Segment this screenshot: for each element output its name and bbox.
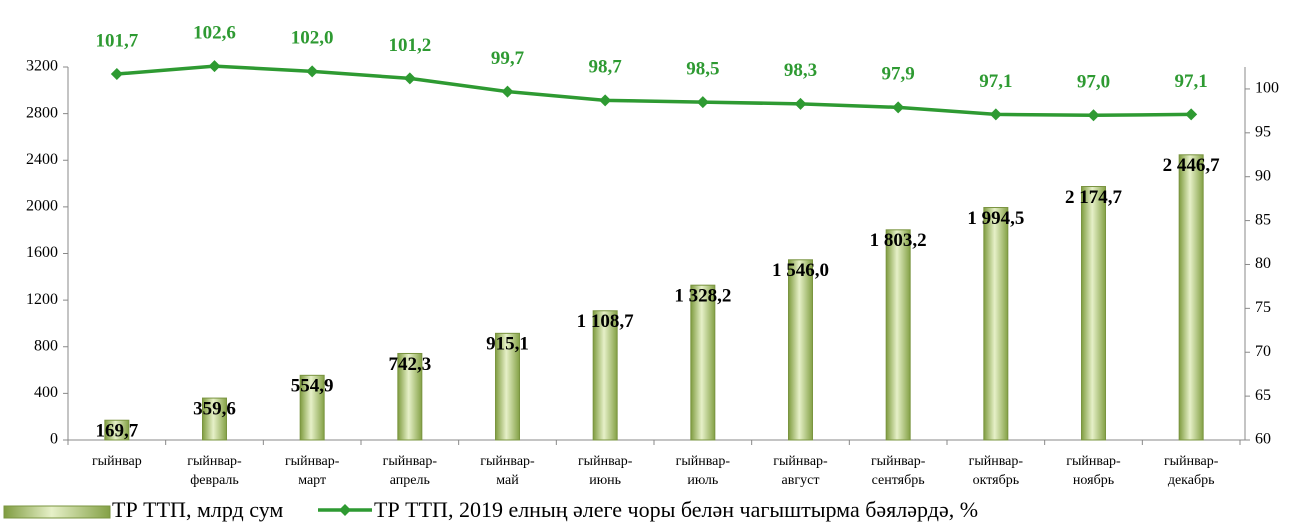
bar-value-label: 742,3 [388,354,431,375]
y-tick-label: 0 [50,431,58,448]
line-value-label: 98,3 [784,60,817,81]
bar [1081,186,1106,441]
y2-tick-label: 90 [1255,167,1271,184]
x-tick-label: гыйнвар- декабрь [1163,454,1219,488]
y2-tick-label: 95 [1255,123,1271,140]
bar-value-label: 1 546,0 [772,260,829,281]
x-tick-label: гыйнвар- ноябрь [1066,454,1121,488]
bar-value-label: 1 108,7 [577,311,635,332]
line-value-label: 102,6 [193,22,236,43]
bar-value-label: 1 803,2 [870,230,927,251]
line-marker [1185,108,1198,121]
x-tick-label: гыйнвар- июнь [577,454,633,488]
y2-tick-label: 75 [1255,299,1271,316]
x-tick-label: гыйнвар- май [480,454,535,488]
bar [983,207,1009,441]
bar-value-label: 1 328,2 [674,286,731,307]
x-tick-label: гыйнвар- август [773,454,828,488]
line-value-label: 97,0 [1077,72,1110,93]
y-tick-label: 2400 [26,151,58,168]
y2-tick-label: 65 [1255,387,1271,404]
line-value-label: 101,2 [388,35,431,56]
line-marker [501,85,514,98]
bar [788,259,813,441]
bar-value-label: 169,7 [95,421,138,442]
line-marker [599,94,612,107]
line-value-label: 97,1 [979,71,1012,92]
legend-swatch-bar [3,505,111,519]
bar [397,352,423,441]
legend-swatch-marker [339,504,351,516]
x-tick-label: гыйнвар- октябрь [968,454,1024,488]
line-value-label: 102,0 [291,28,334,49]
y-tick-label: 2800 [26,104,58,121]
bar-value-label: 2 446,7 [1163,155,1221,176]
bar [1178,154,1204,441]
y2-tick-label: 85 [1255,211,1271,228]
x-tick-label: гыйнвар [91,454,142,469]
bar-value-label: 359,6 [193,398,236,419]
line-value-label: 99,7 [491,48,525,69]
x-tick-label: гыйнвар- июль [675,454,731,488]
legend-label: ТР ТТП, 2019 елның әлеге чоры белән чагы… [374,497,979,522]
line-value-label: 101,7 [95,30,138,51]
bar [885,229,911,441]
line-marker [306,65,319,78]
bar-value-label: 1 994,5 [967,208,1024,229]
x-tick-label: гыйнвар- апрель [382,454,438,488]
y-tick-label: 3200 [26,58,58,75]
bar-value-label: 554,9 [291,376,334,397]
line-value-label: 98,7 [589,57,623,78]
y2-tick-label: 100 [1255,80,1279,97]
y-tick-label: 1200 [26,291,58,308]
line-marker [989,108,1002,121]
y-tick-label: 800 [34,337,58,354]
bar [690,284,716,441]
bar [299,374,325,441]
bar [495,332,520,441]
line-marker [696,96,709,109]
y-tick-label: 2000 [26,198,58,215]
bar [104,419,130,441]
bar [202,397,227,441]
line-marker [1087,109,1100,122]
line-value-label: 98,5 [686,58,719,79]
line-marker [110,68,123,81]
line-marker [403,72,416,85]
bar-value-label: 915,1 [486,334,529,355]
line-value-label: 97,1 [1175,71,1208,92]
line [116,64,1192,118]
y-tick-label: 1600 [26,244,58,261]
line-marker [892,101,905,114]
x-tick-label: гыйнвар- сентябрь [870,454,926,488]
x-tick-label: гыйнвар- март [284,454,340,488]
y2-tick-label: 60 [1255,431,1271,448]
bar-value-label: 2 174,7 [1065,187,1123,208]
x-tick-label: гыйнвар- февраль [187,454,242,488]
legend-label: ТР ТТП, млрд сум [112,497,284,522]
line-marker [794,97,807,110]
line-marker [208,60,221,73]
bar [592,310,618,441]
y2-tick-label: 80 [1255,255,1271,272]
y2-tick-label: 70 [1255,343,1271,360]
line-value-label: 97,9 [882,64,915,85]
y-tick-label: 400 [34,384,58,401]
